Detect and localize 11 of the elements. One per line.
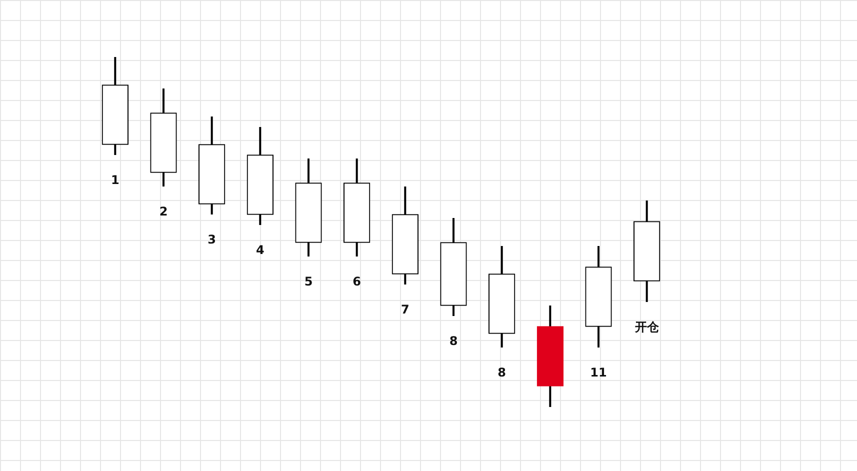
x-tick-label: 2	[159, 204, 168, 219]
x-tick-label: 4	[256, 243, 264, 258]
x-tick-label: 5	[304, 274, 313, 289]
x-tick-label: 6	[352, 274, 362, 289]
x-tick-label: 8	[498, 366, 506, 380]
x-tick-label: 7	[400, 302, 410, 317]
x-tick-label: 开仓	[634, 320, 660, 334]
x-tick-label: 1	[110, 173, 120, 188]
x-tick-label: 8	[449, 334, 458, 348]
x-tick-label: 11	[590, 366, 607, 380]
x-tick-label: 3	[208, 232, 216, 247]
